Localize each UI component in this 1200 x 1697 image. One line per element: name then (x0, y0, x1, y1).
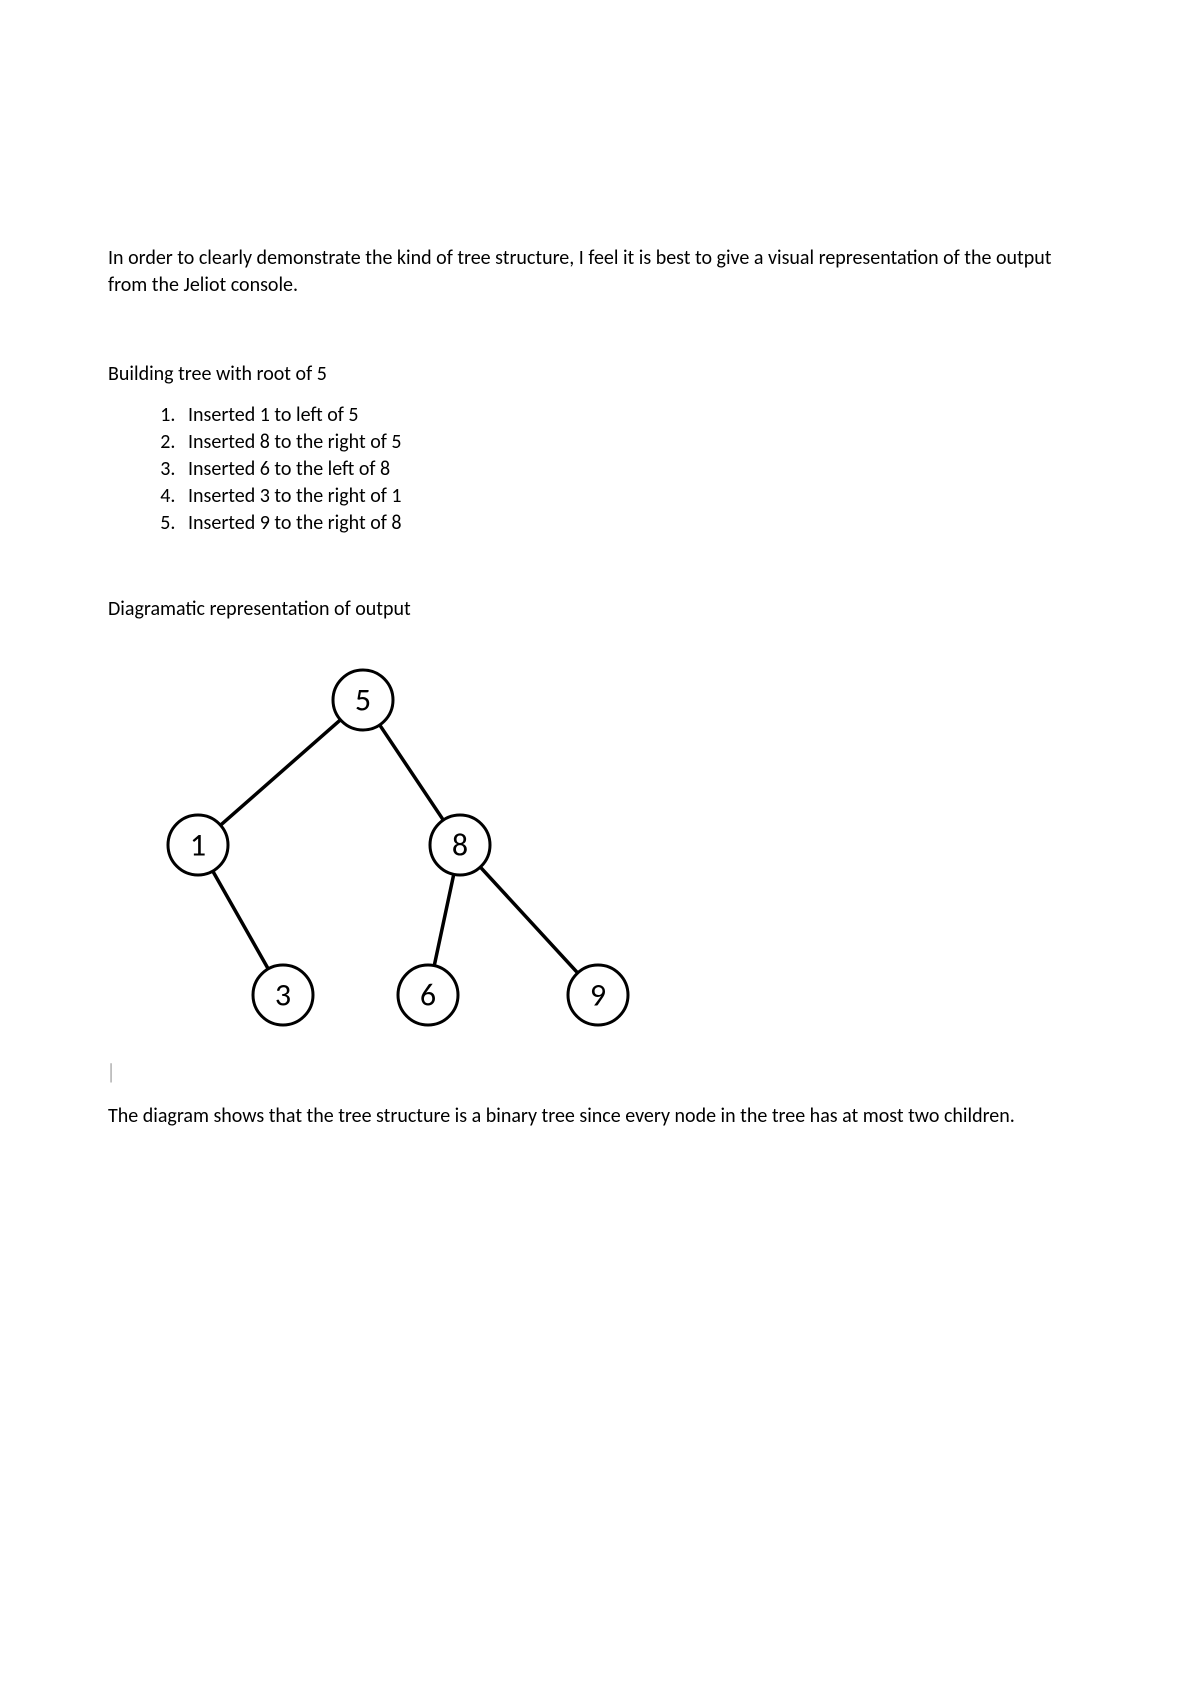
text-cursor-icon: | (106, 1058, 116, 1085)
tree-svg: 5 1 8 3 6 9 (108, 655, 708, 1055)
list-item: Inserted 9 to the right of 8 (180, 510, 1090, 537)
tree-node-label: 6 (420, 976, 436, 1015)
tree-node: 6 (398, 965, 458, 1025)
closing-paragraph: The diagram shows that the tree structur… (108, 1103, 1090, 1130)
tree-edge (213, 871, 268, 969)
list-item: Inserted 8 to the right of 5 (180, 429, 1090, 456)
tree-node: 9 (568, 965, 628, 1025)
tree-node: 8 (430, 815, 490, 875)
tree-node-label: 1 (190, 826, 206, 865)
tree-diagram: 5 1 8 3 6 9 (108, 655, 708, 1060)
tree-edge (480, 867, 577, 973)
intro-paragraph: In order to clearly demonstrate the kind… (108, 245, 1090, 299)
diagram-heading: Diagramatic representation of output (108, 597, 1090, 621)
tree-node-label: 3 (275, 976, 291, 1015)
tree-node: 5 (333, 670, 393, 730)
list-item: Inserted 3 to the right of 1 (180, 483, 1090, 510)
tree-edge (221, 720, 341, 825)
list-item: Inserted 1 to left of 5 (180, 402, 1090, 429)
tree-node: 3 (253, 965, 313, 1025)
list-item: Inserted 6 to the left of 8 (180, 456, 1090, 483)
steps-list: Inserted 1 to left of 5 Inserted 8 to th… (108, 402, 1090, 537)
document-page: In order to clearly demonstrate the kind… (0, 0, 1200, 1697)
tree-edge (380, 725, 444, 820)
tree-edge (434, 874, 453, 965)
tree-node-label: 9 (590, 976, 606, 1015)
build-heading: Building tree with root of 5 (108, 361, 1090, 388)
tree-node-label: 8 (452, 826, 468, 865)
tree-node-label: 5 (355, 681, 371, 720)
tree-node: 1 (168, 815, 228, 875)
